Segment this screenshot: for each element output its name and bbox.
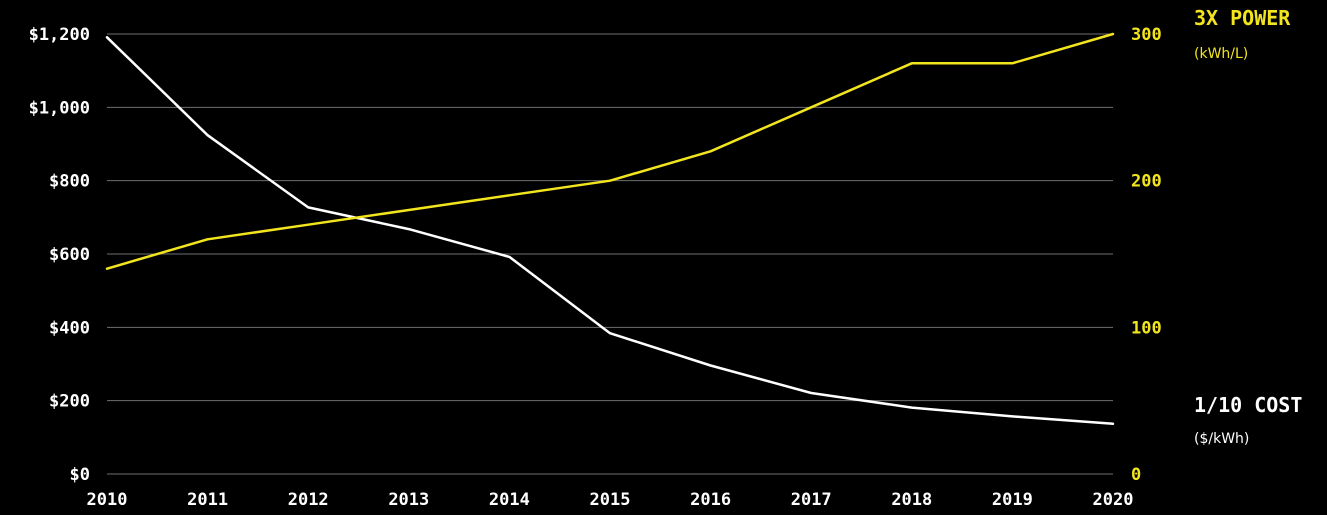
x-tick-label: 2014 bbox=[489, 490, 530, 510]
cost-series-unit: ($/kWh) bbox=[1194, 431, 1249, 447]
x-tick-label: 2017 bbox=[791, 490, 832, 510]
left-axis: $0 $200 $400 $600 $800 $1,000 $1,200 bbox=[29, 25, 90, 485]
x-tick-label: 2018 bbox=[891, 490, 932, 510]
left-tick-label: $800 bbox=[49, 172, 90, 192]
x-tick-label: 2012 bbox=[288, 490, 329, 510]
x-tick-label: 2015 bbox=[590, 490, 631, 510]
left-tick-label: $1,200 bbox=[29, 25, 90, 45]
x-tick-label: 2020 bbox=[1093, 490, 1134, 510]
right-tick-label: 0 bbox=[1131, 465, 1141, 485]
x-tick-label: 2013 bbox=[388, 490, 429, 510]
power-series-title: 3X POWER bbox=[1194, 6, 1291, 30]
cost-series-line bbox=[105, 36, 1115, 426]
left-tick-label: $1,000 bbox=[29, 98, 90, 118]
right-tick-label: 100 bbox=[1131, 318, 1162, 338]
power-series-unit: (kWh/L) bbox=[1194, 46, 1248, 62]
x-tick-label: 2011 bbox=[187, 490, 228, 510]
cost-series-title: 1/10 COST bbox=[1194, 393, 1302, 417]
series-lines bbox=[105, 32, 1115, 426]
x-axis: 2010 2011 2012 2013 2014 2015 2016 2017 2018 2019… bbox=[87, 490, 1134, 510]
x-tick-label: 2019 bbox=[992, 490, 1033, 510]
right-tick-label: 200 bbox=[1131, 172, 1162, 192]
x-tick-label: 2010 bbox=[87, 490, 128, 510]
power-series-line bbox=[105, 32, 1115, 270]
right-axis: 0 100 200 300 bbox=[1131, 25, 1162, 485]
gridlines bbox=[107, 33, 1113, 475]
right-tick-label: 300 bbox=[1131, 25, 1162, 45]
left-tick-label: $200 bbox=[49, 392, 90, 412]
x-tick-label: 2016 bbox=[690, 490, 731, 510]
left-tick-label: $0 bbox=[70, 465, 90, 485]
left-tick-label: $600 bbox=[49, 245, 90, 265]
left-tick-label: $400 bbox=[49, 318, 90, 338]
